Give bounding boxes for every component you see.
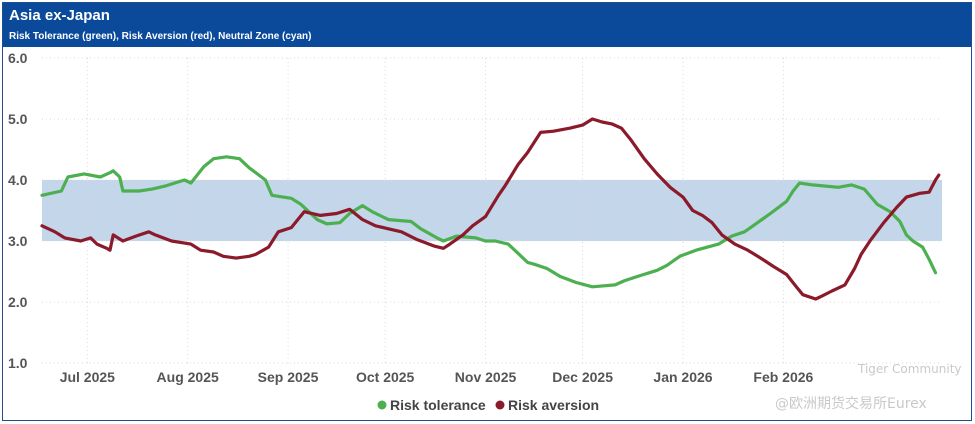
- y-tick-label: 1.0: [8, 355, 28, 371]
- chart-title: Asia ex-Japan: [9, 7, 110, 24]
- x-tick-label: Sep 2025: [258, 369, 319, 385]
- risk-tolerance-line: [40, 155, 938, 289]
- y-tick-label: 3.0: [8, 233, 28, 249]
- legend-label: Risk aversion: [508, 397, 599, 413]
- y-tick-label: 5.0: [8, 111, 28, 127]
- y-tick-label: 2.0: [8, 294, 28, 310]
- x-tick-label: Oct 2025: [356, 369, 415, 385]
- legend-marker: [377, 400, 387, 410]
- x-tick-label: Aug 2025: [157, 369, 219, 385]
- legend-label: Risk tolerance: [390, 397, 486, 413]
- x-tick-label: Jan 2026: [653, 369, 712, 385]
- risk-aversion-line: [40, 117, 941, 301]
- y-tick-label: 4.0: [8, 172, 28, 188]
- watermark-community: Tiger Community: [858, 362, 962, 376]
- neutral-zone-band: [42, 180, 942, 241]
- chart-header: Asia ex-Japan Risk Tolerance (green), Ri…: [3, 3, 971, 47]
- x-tick-label: Dec 2025: [552, 369, 613, 385]
- chart-subtitle: Risk Tolerance (green), Risk Aversion (r…: [9, 31, 312, 42]
- legend-marker: [495, 400, 505, 410]
- x-tick-label: Jul 2025: [60, 369, 115, 385]
- y-tick-label: 6.0: [8, 50, 28, 66]
- x-tick-label: Feb 2026: [753, 369, 813, 385]
- watermark-source: @欧洲期货交易所Eurex: [775, 396, 927, 412]
- x-tick-label: Nov 2025: [455, 369, 517, 385]
